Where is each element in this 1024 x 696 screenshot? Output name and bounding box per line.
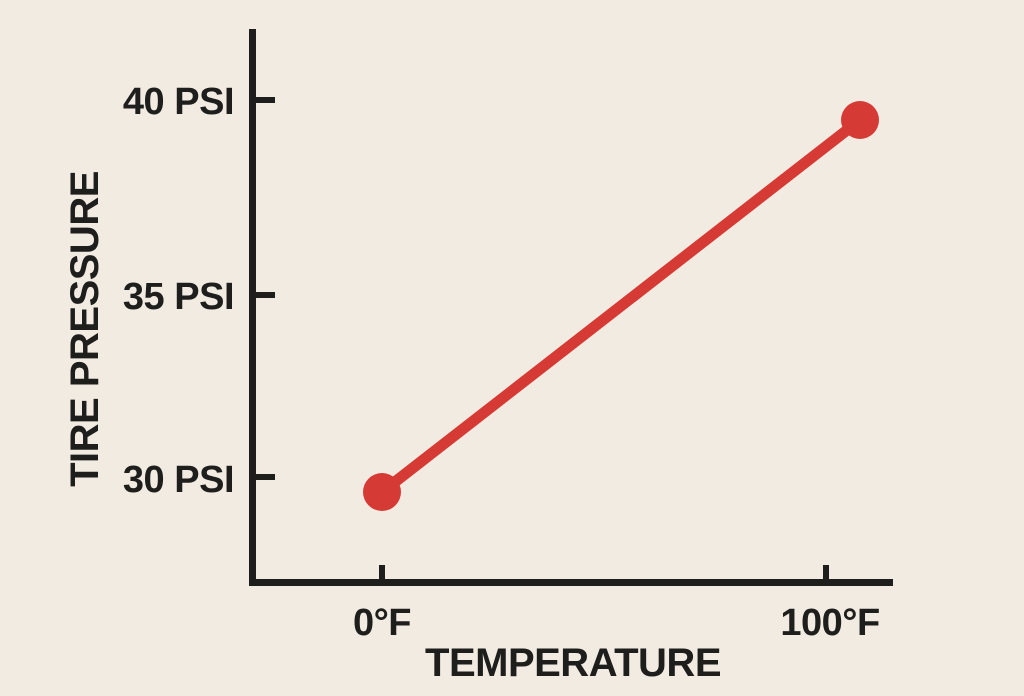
y-tick-label-35: 35 PSI: [122, 276, 235, 318]
y-tick-label-30: 30 PSI: [122, 459, 235, 501]
x-tick-label-100: 100°F: [780, 602, 880, 644]
data-point-end: [841, 101, 879, 139]
data-point-start: [363, 473, 401, 511]
y-tick-label-40: 40 PSI: [122, 81, 235, 123]
x-tick-label-0: 0°F: [352, 602, 412, 644]
x-axis-title: TEMPERATURE: [425, 641, 721, 685]
data-line: [376, 114, 866, 498]
y-axis-title: TIRE PRESSURE: [63, 171, 107, 487]
